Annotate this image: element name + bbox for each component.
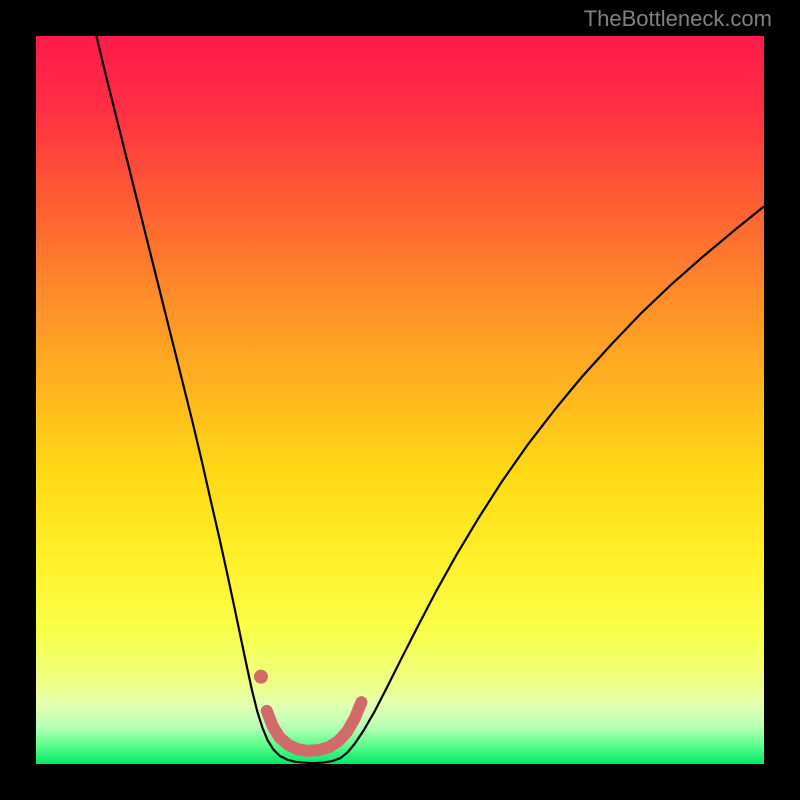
- watermark-text: TheBottleneck.com: [584, 6, 772, 32]
- stage: TheBottleneck.com: [0, 0, 800, 800]
- plot-area: [36, 36, 764, 764]
- gradient-background: [36, 36, 764, 764]
